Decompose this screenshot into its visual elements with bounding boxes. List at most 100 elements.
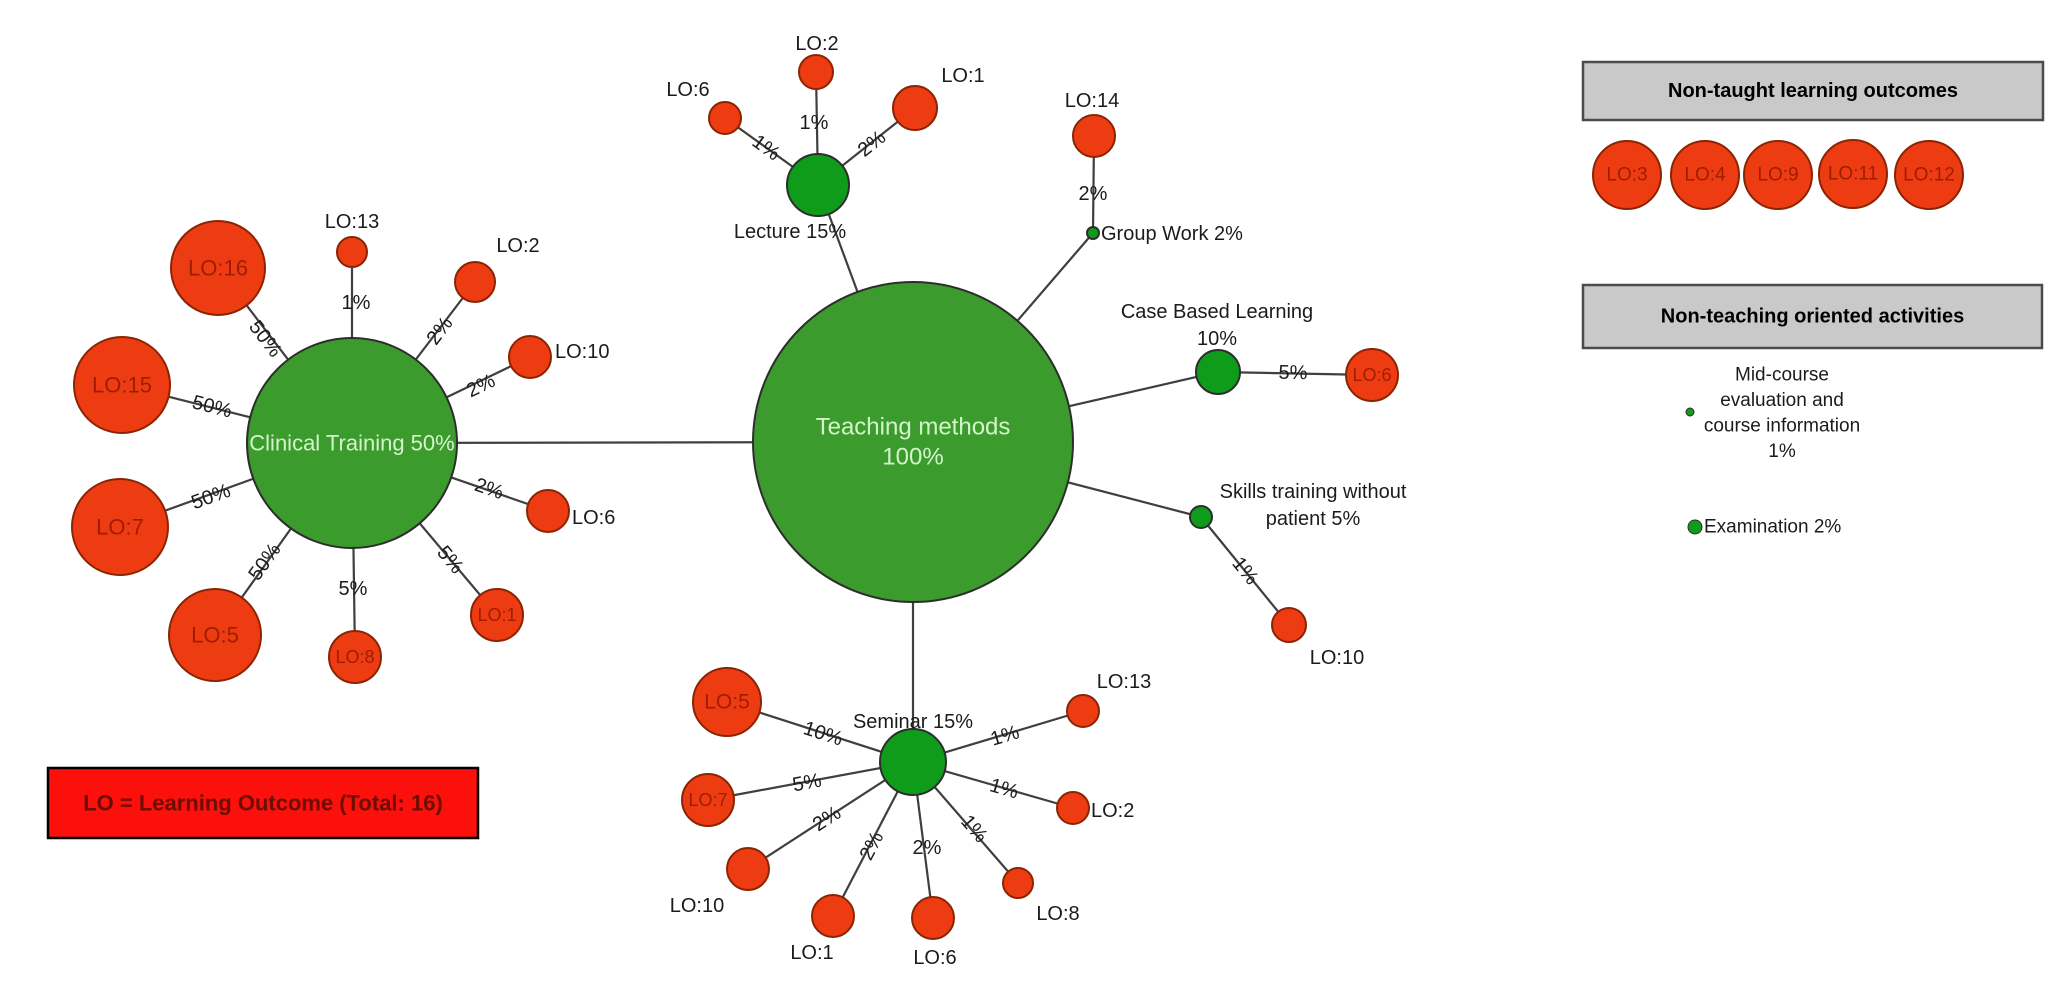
edge-seminar-se7 [707, 760, 914, 802]
node-c2 [454, 261, 496, 303]
edge-percent-label: 1% [800, 112, 829, 134]
lo-legend-label: LO = Learning Outcome (Total: 16) [83, 791, 443, 816]
panel-title-1: Non-teaching oriented activities [1661, 306, 1964, 328]
node-label-se6: LO:6 [913, 947, 956, 969]
node-label-se10: LO:10 [670, 895, 724, 917]
node-label-se8: LO:8 [1036, 903, 1079, 925]
node-inside-label-c16: LO:16 [188, 256, 248, 281]
edge-percent-label: 5% [791, 770, 824, 797]
edge-percent-label: 50% [244, 316, 286, 361]
node-inside-label-c8: LO:8 [335, 647, 374, 667]
edge-percent-label: 50% [190, 391, 234, 422]
edge-percent-label: 2% [856, 828, 889, 864]
node-label-s10: LO:10 [1310, 647, 1364, 669]
node-l2 [798, 54, 834, 90]
node-inside-label-c1: LO:1 [477, 605, 516, 625]
node-label-l2: LO:2 [795, 33, 838, 55]
node-c6r [526, 489, 570, 533]
node-label-groupwork: Group Work 2% [1101, 223, 1243, 245]
node-inside-label-teaching: Teaching methods 100% [816, 414, 1011, 471]
node-label-c10: LO:10 [555, 341, 609, 363]
node-teaching [752, 281, 1074, 603]
edge-percent-label: 10% [801, 717, 846, 750]
node-label-se1: LO:1 [790, 942, 833, 964]
node-c16 [170, 220, 266, 316]
edge-percent-label: 2% [809, 802, 845, 836]
edge-skills-s10 [1200, 516, 1290, 626]
edge-percent-label: 2% [1079, 183, 1108, 205]
lo-legend-box [46, 766, 480, 840]
node-label-skills: Skills training without patient 5% [1220, 481, 1407, 530]
node-se10 [726, 847, 770, 891]
node-g14 [1072, 114, 1116, 158]
node-seminar [879, 728, 947, 796]
node-cb6 [1345, 348, 1399, 402]
node-clinical [246, 337, 458, 549]
legend-outcome-label: LO:9 [1757, 165, 1798, 186]
legend-outcome-label: LO:4 [1684, 165, 1726, 186]
node-inside-label-se7: LO:7 [688, 790, 727, 810]
node-c5 [168, 588, 262, 682]
panel-title-box-1 [1581, 283, 2044, 350]
edge-percent-label: 5% [1278, 362, 1308, 385]
node-se1 [811, 894, 855, 938]
edge-percent-label: 1% [987, 774, 1021, 803]
legend-outcome-circle [1818, 139, 1888, 209]
edge-percent-label: 1% [748, 131, 784, 166]
edge-percent-label: 1% [988, 721, 1022, 750]
node-label-seminar: Seminar 15% [853, 711, 973, 733]
legend-outcome-label: LO:3 [1606, 165, 1647, 186]
node-se2 [1056, 791, 1090, 825]
node-l6 [708, 101, 742, 135]
node-label-se2: LO:2 [1091, 800, 1134, 822]
node-inside-label-se5: LO:5 [704, 691, 750, 714]
activity-dot [1685, 407, 1695, 417]
node-casebased [1195, 349, 1241, 395]
node-c7 [71, 478, 169, 576]
legend-outcome-circle [1670, 140, 1740, 210]
edge-percent-label: 2% [472, 474, 507, 504]
legend-outcome-circle [1894, 140, 1964, 210]
activity-label: Examination 2% [1704, 517, 1841, 538]
node-l1 [892, 85, 938, 131]
node-label-c2: LO:2 [496, 235, 539, 257]
legend-outcome-label: LO:11 [1828, 164, 1878, 185]
edge-percent-label: 2% [913, 837, 942, 859]
node-c15 [73, 336, 171, 434]
legend-outcome-label: LO:12 [1903, 165, 1955, 186]
legend-outcome-circle [1592, 140, 1662, 210]
node-label-c6r: LO:6 [572, 507, 615, 529]
node-inside-label-c15: LO:15 [92, 373, 152, 398]
node-skills [1189, 505, 1213, 529]
node-c10 [508, 335, 552, 379]
activity-label: Mid-course evaluation and course informati… [1704, 365, 1860, 463]
node-label-se13: LO:13 [1097, 671, 1151, 693]
node-label-c13: LO:13 [325, 211, 379, 233]
node-label-l1: LO:1 [941, 65, 984, 87]
node-se6 [911, 896, 955, 940]
edge-percent-label: 1% [342, 292, 371, 314]
node-label-g14: LO:14 [1065, 90, 1119, 112]
node-c8 [328, 630, 382, 684]
edge-percent-label: 5% [339, 578, 368, 600]
node-se7 [681, 773, 735, 827]
node-se8 [1002, 867, 1034, 899]
node-label-l6: LO:6 [666, 79, 709, 101]
node-inside-label-c7: LO:7 [96, 515, 144, 540]
node-inside-label-c5: LO:5 [191, 623, 239, 648]
edge-percent-label: 1% [1227, 553, 1262, 589]
edge-percent-label: 50% [188, 480, 233, 514]
node-label-casebased: Case Based Learning 10% [1121, 301, 1313, 350]
node-se13 [1066, 694, 1100, 728]
node-s10 [1271, 607, 1307, 643]
panel-title-box-0 [1581, 60, 2045, 122]
node-se5 [692, 667, 762, 737]
legend-outcome-circle [1743, 140, 1813, 210]
node-inside-label-cb6: LO:6 [1352, 365, 1391, 385]
node-label-lecture: Lecture 15% [734, 221, 847, 243]
node-groupwork [1086, 226, 1100, 240]
activity-dot [1687, 519, 1703, 535]
node-c13 [336, 236, 368, 268]
